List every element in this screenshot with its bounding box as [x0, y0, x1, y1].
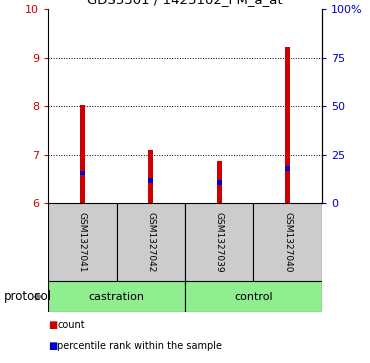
Bar	[253, 203, 322, 281]
Text: GSM1327039: GSM1327039	[215, 212, 224, 273]
Text: protocol: protocol	[4, 290, 52, 303]
Bar	[148, 150, 153, 203]
Bar	[117, 203, 185, 281]
Text: GSM1327040: GSM1327040	[283, 212, 292, 273]
Title: GDS5301 / 1425102_PM_a_at: GDS5301 / 1425102_PM_a_at	[87, 0, 283, 7]
Bar	[217, 180, 222, 185]
Text: percentile rank within the sample: percentile rank within the sample	[57, 341, 222, 351]
Bar	[80, 171, 85, 175]
Bar	[217, 161, 222, 203]
Bar	[148, 178, 153, 183]
Text: GSM1327042: GSM1327042	[146, 212, 155, 273]
Bar	[48, 281, 185, 312]
Bar	[185, 203, 253, 281]
Bar	[185, 281, 322, 312]
Bar	[48, 203, 117, 281]
Text: ■: ■	[48, 341, 57, 351]
Bar	[285, 166, 290, 171]
Text: GSM1327041: GSM1327041	[78, 212, 87, 273]
Text: control: control	[234, 292, 273, 302]
Text: ■: ■	[48, 321, 57, 330]
Text: count: count	[57, 321, 85, 330]
Bar	[285, 47, 290, 203]
Bar	[80, 105, 85, 203]
Text: castration: castration	[88, 292, 145, 302]
